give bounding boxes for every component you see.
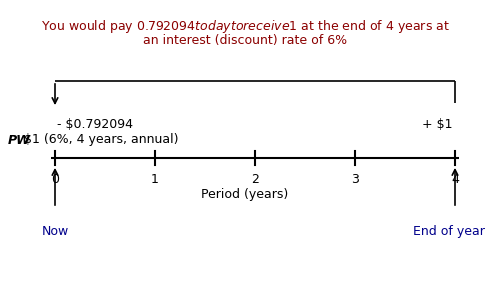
- Text: Now: Now: [41, 225, 68, 238]
- Text: You would pay $0.792094 today to receive $1 at the end of 4 years at: You would pay $0.792094 today to receive…: [41, 18, 448, 35]
- Text: 4: 4: [450, 173, 458, 186]
- Text: PW: PW: [8, 134, 31, 146]
- Text: 0: 0: [51, 173, 59, 186]
- Text: 2: 2: [250, 173, 259, 186]
- Text: End of year 4: End of year 4: [412, 225, 488, 238]
- Text: Period (years): Period (years): [201, 188, 288, 201]
- Text: + $1: + $1: [422, 118, 452, 132]
- Text: $1 (6%, 4 years, annual): $1 (6%, 4 years, annual): [24, 134, 178, 146]
- Text: an interest (discount) rate of 6%: an interest (discount) rate of 6%: [142, 34, 346, 47]
- Text: - $0.792094: - $0.792094: [57, 118, 133, 132]
- Text: 3: 3: [350, 173, 358, 186]
- Text: 1: 1: [151, 173, 159, 186]
